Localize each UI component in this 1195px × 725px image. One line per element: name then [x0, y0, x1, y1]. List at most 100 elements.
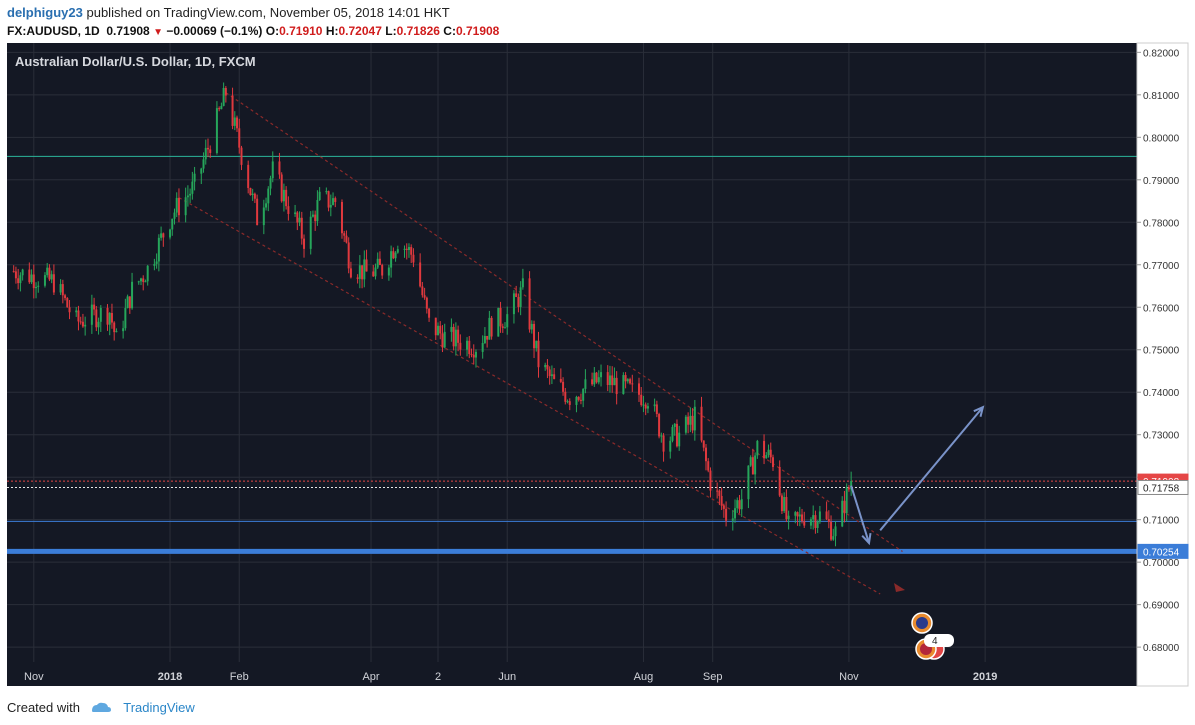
candle-up — [332, 198, 335, 205]
candle-up — [215, 108, 218, 153]
candle-up — [269, 178, 272, 189]
y-tick-label: 0.70000 — [1143, 558, 1180, 569]
candle-down — [553, 374, 556, 379]
candle-up — [153, 263, 156, 266]
x-tick-label: Jun — [498, 671, 516, 683]
candle-up — [318, 191, 321, 201]
candle-down — [595, 372, 598, 383]
candle-down — [499, 307, 502, 327]
candle-up — [841, 500, 844, 527]
candle-up — [115, 331, 118, 333]
candle-down — [611, 375, 614, 386]
x-tick-label: Aug — [634, 671, 654, 683]
candle-down — [459, 342, 462, 350]
tradingview-link[interactable]: TradingView — [123, 700, 195, 715]
candle-up — [171, 218, 174, 230]
x-tick-label: 2019 — [973, 671, 997, 683]
candle-down — [624, 375, 627, 382]
x-tick-label: Nov — [24, 671, 44, 683]
economic-events[interactable]: 4 — [911, 612, 954, 660]
candle-down — [814, 515, 817, 528]
candle-down — [209, 149, 212, 153]
candle-up — [504, 327, 507, 329]
candle-down — [675, 423, 678, 447]
candle-up — [84, 324, 87, 327]
candle-up — [124, 308, 127, 329]
candle-up — [316, 200, 319, 222]
price-axis[interactable] — [1136, 42, 1189, 687]
candle-down — [702, 440, 705, 448]
candle-up — [390, 251, 393, 268]
candle-up — [660, 435, 663, 437]
candle-down — [405, 248, 408, 251]
candle-up — [137, 281, 140, 283]
candle-up — [756, 440, 759, 456]
candle-up — [671, 426, 674, 441]
candle-up — [521, 278, 524, 288]
candle-down — [803, 521, 806, 526]
candle-down — [349, 268, 352, 278]
candle-up — [845, 487, 848, 514]
candle-up — [131, 281, 134, 309]
candle-down — [738, 500, 741, 510]
candle-up — [740, 499, 743, 510]
candle-up — [818, 511, 821, 522]
candle-up — [157, 237, 160, 262]
candle-down — [231, 95, 234, 126]
candle-up — [673, 423, 676, 427]
x-tick-label: 2 — [435, 671, 441, 683]
candle-down — [79, 321, 82, 323]
candle-down — [93, 304, 96, 310]
y-tick-label: 0.79000 — [1143, 176, 1180, 187]
horizontal-levels — [7, 155, 1137, 554]
publish-line: delphiguy23 published on TradingView.com… — [7, 3, 1187, 22]
candle-up — [488, 317, 491, 340]
candle-down — [421, 286, 424, 296]
candle-up — [809, 519, 812, 526]
candle-down — [110, 313, 113, 323]
author-link[interactable]: delphiguy23 — [7, 5, 83, 20]
candle-up — [30, 274, 33, 283]
price-chart[interactable]: Australian Dollar/U.S. Dollar, 1D, FXCM … — [0, 0, 1195, 700]
candle-down — [691, 415, 694, 431]
candle-up — [535, 340, 538, 349]
time-axis-ticks: Nov 2018 Feb Apr 2 Jun Aug Sep Nov 2019 — [24, 671, 997, 683]
candle-down — [778, 466, 781, 496]
candle-down — [327, 191, 330, 208]
candle-up — [466, 340, 469, 350]
candle-up — [582, 388, 585, 401]
candle-down — [285, 189, 288, 207]
candle-up — [126, 296, 129, 309]
candle-down — [12, 271, 15, 273]
candle-down — [579, 399, 582, 401]
candle-up — [575, 396, 578, 405]
candle-down — [827, 519, 830, 522]
event-count: 4 — [932, 636, 938, 647]
candle-down — [428, 308, 431, 318]
candle-up — [481, 343, 484, 352]
candle-down — [280, 174, 283, 202]
plot-area[interactable] — [7, 43, 1137, 662]
candle-up — [193, 173, 196, 182]
candle-up — [693, 406, 696, 431]
time-axis[interactable] — [7, 662, 1137, 686]
symbol-line: FX:AUDUSD, 1D 0.71908 ▼ −0.00069 (−0.1%)… — [7, 22, 1187, 40]
candle-down — [644, 404, 647, 409]
y-tick-label: 0.69000 — [1143, 601, 1180, 612]
candle-up — [550, 374, 553, 377]
y-tick-label: 0.74000 — [1143, 388, 1180, 399]
candle-up — [220, 105, 223, 110]
candle-down — [501, 326, 504, 328]
candle-down — [687, 416, 690, 425]
candle-up — [99, 307, 102, 322]
candle-up — [358, 265, 361, 279]
candle-up — [146, 265, 149, 282]
candle-down — [562, 381, 565, 392]
candle-down — [615, 377, 618, 395]
close-value: 0.71908 — [455, 24, 500, 38]
candle-down — [249, 187, 252, 196]
candle-up — [731, 518, 734, 521]
event-count-badge[interactable] — [924, 634, 954, 647]
candle-down — [568, 401, 571, 405]
high-value: 0.72047 — [338, 24, 382, 38]
